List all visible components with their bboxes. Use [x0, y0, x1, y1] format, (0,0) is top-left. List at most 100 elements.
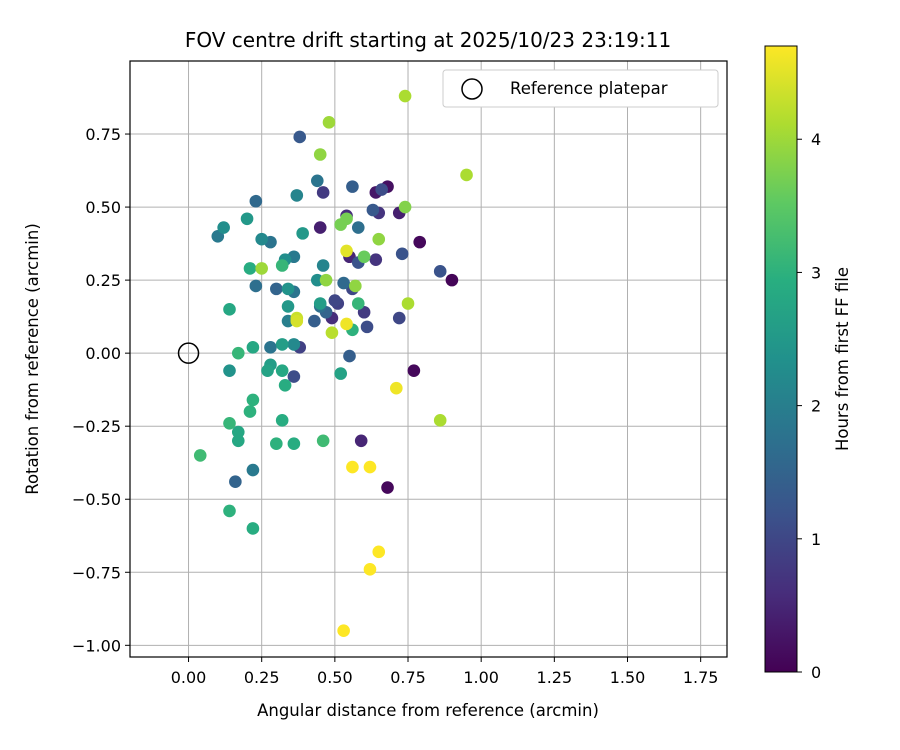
x-tick-label: 1.75	[683, 668, 719, 687]
x-tick-label: 1.50	[610, 668, 646, 687]
data-point	[223, 364, 236, 377]
y-tick-label: −0.25	[72, 417, 121, 436]
y-axis-label: Rotation from reference (arcmin)	[23, 223, 42, 495]
data-point	[398, 200, 412, 214]
data-point	[392, 311, 406, 325]
data-point	[243, 262, 257, 275]
data-point	[395, 247, 409, 261]
data-point	[308, 314, 321, 328]
y-tick-label: 0.25	[85, 271, 121, 290]
data-point	[334, 367, 348, 380]
data-point	[313, 221, 327, 234]
x-axis-label: Angular distance from reference (arcmin)	[257, 701, 599, 720]
reference-platepar-point	[177, 342, 200, 364]
data-point	[246, 522, 260, 535]
colorbar-gradient	[764, 45, 798, 673]
data-point	[231, 346, 245, 360]
y-tick-label: −0.50	[72, 490, 121, 509]
y-tick-label: 0.50	[85, 198, 121, 217]
data-point	[246, 463, 260, 477]
x-tick-label: 0.50	[317, 668, 353, 687]
colorbar-tick-label: 0	[811, 663, 821, 682]
y-tick-label: −0.75	[72, 563, 121, 582]
reference-marker	[177, 342, 200, 364]
plot-area	[130, 61, 727, 657]
legend-entry-reference-platepar: Reference platepar	[510, 79, 668, 98]
data-point	[246, 341, 260, 354]
data-point	[229, 475, 242, 489]
data-point	[340, 212, 353, 226]
y-tick-label: 0.75	[85, 125, 121, 144]
data-point	[407, 364, 421, 377]
grid-lines	[130, 61, 727, 657]
data-point	[246, 393, 260, 407]
data-point	[270, 437, 283, 451]
data-point	[360, 320, 374, 334]
legend-reference-circle-icon	[461, 78, 483, 100]
data-point	[390, 381, 403, 395]
data-point	[240, 212, 254, 226]
data-point	[231, 425, 245, 439]
data-point	[223, 303, 236, 316]
data-point	[337, 276, 350, 290]
data-point	[369, 253, 383, 266]
data-point	[217, 221, 230, 234]
data-point	[275, 259, 289, 272]
data-point	[249, 279, 263, 293]
data-point	[223, 504, 236, 518]
data-point	[290, 314, 304, 328]
data-point	[278, 378, 292, 392]
data-point	[319, 273, 333, 287]
data-point	[249, 194, 263, 208]
data-point	[275, 364, 289, 377]
data-point	[375, 183, 388, 196]
data-point	[372, 545, 386, 559]
chart-title: FOV centre drift starting at 2025/10/23 …	[185, 28, 671, 52]
colorbar: 0 1 2 3 4 Hours from first FF file	[764, 45, 852, 682]
data-point	[316, 259, 330, 272]
data-point	[363, 563, 377, 576]
x-tick-label: 0.00	[171, 668, 207, 687]
data-point	[281, 282, 295, 296]
data-point	[275, 338, 289, 351]
colorbar-label: Hours from first FF file	[833, 267, 852, 451]
data-point	[275, 414, 289, 427]
data-point	[255, 262, 268, 275]
data-point	[401, 297, 415, 310]
data-point	[398, 89, 412, 103]
data-point	[328, 294, 342, 307]
scatter-points	[193, 89, 473, 638]
data-point	[290, 189, 304, 202]
data-point	[270, 282, 283, 296]
data-point	[287, 338, 301, 351]
data-point	[316, 434, 330, 448]
data-point	[313, 297, 327, 310]
data-point	[293, 130, 307, 144]
x-tick-label: 0.75	[390, 668, 426, 687]
data-point	[255, 232, 268, 246]
data-point	[243, 405, 257, 418]
data-point	[223, 416, 236, 430]
data-point	[433, 265, 447, 278]
colorbar-tick-label: 1	[811, 530, 821, 549]
data-point	[310, 174, 324, 188]
data-point	[325, 326, 339, 340]
data-point	[287, 370, 301, 383]
data-point	[193, 449, 207, 462]
data-point	[346, 180, 359, 193]
data-point	[287, 437, 301, 451]
data-point	[363, 460, 377, 474]
data-point	[231, 434, 245, 448]
data-point	[281, 300, 295, 313]
colorbar-tick-label: 2	[811, 397, 821, 416]
plot-frame	[129, 60, 728, 658]
data-point	[340, 317, 353, 331]
data-point	[354, 434, 368, 448]
data-point	[433, 414, 447, 427]
data-point	[261, 364, 274, 377]
data-point	[322, 116, 336, 129]
data-point	[316, 186, 330, 199]
data-point	[460, 168, 473, 182]
legend-box	[442, 69, 719, 108]
